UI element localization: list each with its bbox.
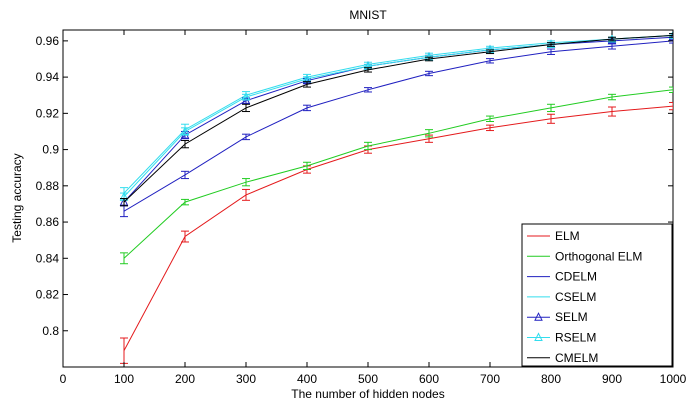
x-tick-label: 600	[419, 372, 439, 386]
legend-marker	[534, 332, 543, 341]
axes-group: 0 100 200 300 400 500 600 700 800 900 1000 0.8 0.82 0…	[36, 30, 687, 386]
x-tick-label: 900	[602, 372, 622, 386]
y-tick-label: 0.84	[36, 251, 60, 265]
data-point	[180, 126, 190, 135]
legend-label: SELM	[555, 310, 588, 324]
legend-label: CDELM	[555, 270, 597, 284]
y-axis-label: Testing accuracy	[10, 153, 24, 242]
x-tick-label: 100	[114, 372, 134, 386]
legend-item: Orthogonal ELM	[527, 249, 642, 263]
series-cmelm	[120, 33, 673, 207]
x-tick-label: 300	[236, 372, 256, 386]
series-line	[123, 34, 673, 194]
series-orthogonal-elm	[120, 86, 673, 265]
x-axis-label: The number of hidden nodes	[291, 387, 444, 400]
x-tick-label: 0	[60, 372, 67, 386]
y-tick-label: 0.8	[42, 324, 59, 338]
legend-item: CDELM	[527, 270, 597, 284]
y-tick-label: 0.82	[36, 288, 60, 302]
legend-marker	[534, 312, 543, 321]
x-tick-label: 400	[297, 372, 317, 386]
legend-label: Orthogonal ELM	[555, 249, 642, 263]
chart-title: MNIST	[349, 8, 387, 22]
legend-item: CSELM	[527, 290, 596, 304]
y-tick-label: 0.92	[36, 106, 60, 120]
legend-item: SELM	[527, 310, 588, 324]
legend-item: CMELM	[527, 351, 598, 365]
legend-item: ELM	[527, 229, 580, 243]
x-tick-label: 700	[480, 372, 500, 386]
legend-label: CSELM	[555, 290, 596, 304]
data-point	[241, 91, 251, 101]
series-line	[123, 89, 673, 259]
y-tick-label: 0.94	[36, 70, 60, 84]
series-line	[123, 105, 673, 351]
legend: ELM Orthogonal ELM CDELM CSELM SELM RSELM CMEL…	[521, 223, 673, 367]
legend-label: RSELM	[555, 331, 596, 345]
series-cdelm	[120, 38, 673, 218]
legend-item: RSELM	[527, 331, 596, 345]
legend-label: ELM	[555, 229, 580, 243]
plot-series-group	[119, 30, 673, 364]
y-tick-label: 0.9	[42, 143, 59, 157]
series-line	[123, 40, 673, 212]
y-tick-label: 0.96	[36, 34, 60, 48]
x-tick-label: 500	[358, 372, 378, 386]
legend-label: CMELM	[555, 351, 598, 365]
x-tick-label: 1000	[660, 372, 687, 386]
data-point	[668, 30, 673, 39]
x-tick-label: 200	[175, 372, 195, 386]
series-line	[123, 34, 673, 203]
legend-box	[521, 223, 673, 367]
y-tick-label: 0.88	[36, 179, 60, 193]
series-elm	[120, 101, 673, 364]
x-tick-label: 800	[541, 372, 561, 386]
y-tick-label: 0.86	[36, 215, 60, 229]
